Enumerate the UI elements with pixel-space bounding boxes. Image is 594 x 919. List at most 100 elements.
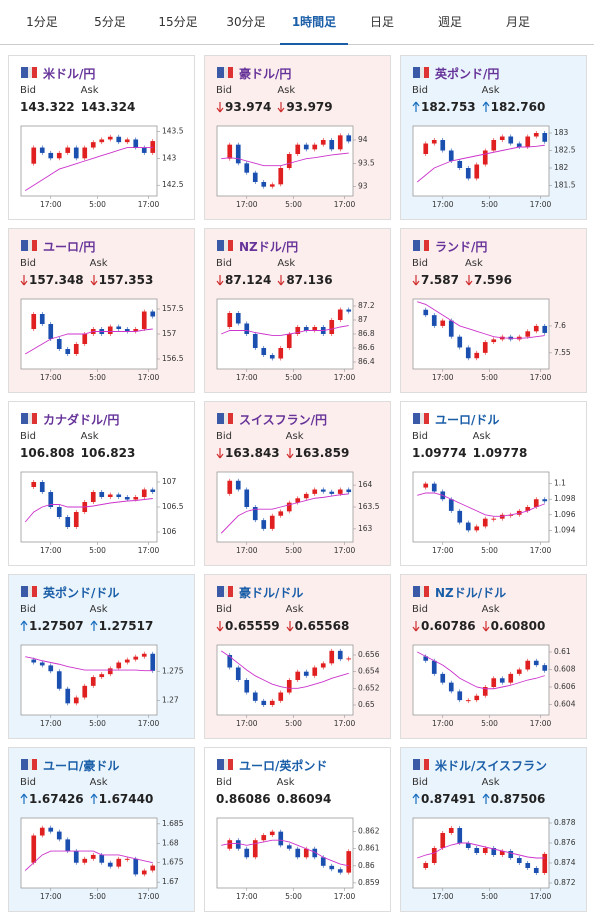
candle bbox=[48, 152, 54, 159]
candle bbox=[269, 184, 275, 187]
candle bbox=[542, 499, 548, 502]
pair-name[interactable]: ランド/円 bbox=[435, 240, 488, 254]
down-arrow bbox=[216, 102, 224, 113]
currency-card[interactable]: カナダドル/円 Bid 106.808 Ask 106.823 106 106.5 107 17… bbox=[8, 401, 195, 566]
pair-name[interactable]: ユーロ/ドル bbox=[435, 413, 500, 427]
bid-label: Bid bbox=[412, 777, 428, 788]
bid-value: 0.87491 bbox=[412, 792, 476, 806]
bid-value: 106.808 bbox=[20, 446, 75, 460]
y-tick-label: 1.275 bbox=[162, 666, 184, 675]
currency-card[interactable]: 豪ドル/ドル Bid 0.65559 Ask 0.65568 0.65 0.652 0.654… bbox=[204, 574, 391, 739]
y-tick-label: 1.096 bbox=[554, 510, 576, 519]
tab[interactable]: 30分足 bbox=[226, 15, 266, 29]
flag-icon bbox=[21, 67, 37, 78]
x-tick-label: 17:00 bbox=[236, 719, 258, 728]
currency-card[interactable]: ランド/円 Bid 7.587 Ask 7.596 7.55 7.6 17:00 5:00 17:… bbox=[400, 228, 587, 393]
pair-name[interactable]: ユーロ/円 bbox=[43, 240, 96, 254]
candle bbox=[431, 848, 437, 863]
mini-chart: 86.4 86.6 86.8 87 87.2 17:00 5:00 17:00 bbox=[216, 298, 375, 382]
y-tick-label: 0.65 bbox=[358, 700, 375, 709]
bid-label: Bid bbox=[216, 85, 232, 96]
candle bbox=[440, 320, 446, 326]
pair-name[interactable]: 米ドル/円 bbox=[43, 67, 96, 81]
bid-label: Bid bbox=[216, 258, 232, 269]
tab[interactable]: 日足 bbox=[369, 15, 394, 29]
tab[interactable]: 週足 bbox=[437, 15, 462, 29]
bid-price: 0.65559 bbox=[225, 619, 280, 633]
candle bbox=[346, 489, 352, 493]
y-tick-label: 183 bbox=[554, 128, 569, 137]
candle bbox=[107, 136, 113, 140]
candle bbox=[346, 135, 352, 142]
y-tick-label: 0.608 bbox=[554, 665, 576, 674]
pair-name[interactable]: スイスフラン/円 bbox=[239, 413, 328, 427]
pair-name[interactable]: NZドル/円 bbox=[239, 240, 299, 254]
tab[interactable]: 月足 bbox=[505, 15, 530, 29]
currency-card[interactable]: 米ドル/円 Bid 143.322 Ask 143.324 142.5 143 143.5 17… bbox=[8, 55, 195, 220]
ask-label: Ask bbox=[277, 258, 296, 269]
currency-card[interactable]: 米ドル/スイスフラン Bid 0.87491 Ask 0.87506 0.872 0.874… bbox=[400, 747, 587, 912]
flag-icon bbox=[217, 67, 233, 78]
currency-card[interactable]: 豪ドル/円 Bid 93.974 Ask 93.979 93 93.5 94 17:00 5:00… bbox=[204, 55, 391, 220]
quotes: Bid 1.27507 Ask 1.27517 bbox=[20, 604, 153, 633]
currency-card[interactable]: スイスフラン/円 Bid 163.843 Ask 163.859 163 163.5 164 1… bbox=[204, 401, 391, 566]
candle bbox=[286, 845, 292, 849]
bid-block: Bid 163.843 bbox=[216, 431, 280, 460]
bid-block: Bid 0.87491 bbox=[412, 777, 476, 806]
tab[interactable]: 15分足 bbox=[158, 15, 198, 29]
currency-card[interactable]: ユーロ/ドル Bid 1.09774 Ask 1.09778 1.094 1.096 1.09… bbox=[400, 401, 587, 566]
candle bbox=[337, 869, 343, 873]
candle bbox=[65, 839, 71, 852]
tab[interactable]: 5分足 bbox=[94, 15, 126, 29]
x-tick-label: 17:00 bbox=[432, 719, 454, 728]
currency-card[interactable]: ユーロ/英ポンド Bid 0.86086 Ask 0.86094 0.859 0.86 0.8… bbox=[204, 747, 391, 912]
currency-card[interactable]: NZドル/ドル Bid 0.60786 Ask 0.60800 0.604 0.606 0.6… bbox=[400, 574, 587, 739]
pair-name[interactable]: 豪ドル/ドル bbox=[239, 586, 304, 600]
pair-name[interactable]: 豪ドル/円 bbox=[239, 67, 292, 81]
arrow-shape bbox=[90, 620, 98, 631]
y-tick-label: 7.6 bbox=[554, 321, 566, 330]
candle bbox=[499, 136, 505, 140]
candle bbox=[31, 482, 37, 487]
candle bbox=[90, 492, 96, 502]
flag-icon bbox=[413, 586, 429, 597]
currency-card[interactable]: ユーロ/円 Bid 157.348 Ask 157.353 156.5 157 157.5 17… bbox=[8, 228, 195, 393]
currency-card[interactable]: NZドル/円 Bid 87.124 Ask 87.136 86.4 86.6 86.8 87 87… bbox=[204, 228, 391, 393]
tab[interactable]: 1分足 bbox=[26, 15, 58, 29]
currency-card[interactable]: 英ポンド/ドル Bid 1.27507 Ask 1.27517 1.27 1.275 17:0… bbox=[8, 574, 195, 739]
ask-value: 0.65568 bbox=[286, 619, 349, 633]
candle bbox=[116, 858, 122, 867]
candle bbox=[235, 480, 241, 490]
ask-value: 163.859 bbox=[286, 446, 350, 460]
y-tick-label: 163 bbox=[358, 524, 373, 533]
candle bbox=[227, 655, 233, 668]
currency-card[interactable]: 英ポンド/円 Bid 182.753 Ask 182.760 181.5 182 182.5 1… bbox=[400, 55, 587, 220]
candle bbox=[65, 688, 71, 704]
candle bbox=[448, 828, 454, 833]
bid-value: 7.587 bbox=[412, 273, 459, 287]
currency-card[interactable]: ユーロ/豪ドル Bid 1.67426 Ask 1.67440 1.67 1.675 1.68… bbox=[8, 747, 195, 912]
pair-name[interactable]: ユーロ/豪ドル bbox=[43, 759, 120, 773]
plot-area bbox=[216, 817, 354, 889]
arrow-shape bbox=[482, 621, 490, 632]
moving-average bbox=[25, 328, 153, 355]
y-tick-label: 143 bbox=[162, 153, 177, 162]
bid-price: 1.27507 bbox=[29, 619, 84, 633]
candle bbox=[82, 147, 88, 159]
pair-name[interactable]: カナダドル/円 bbox=[43, 413, 120, 427]
y-tick-label: 157.5 bbox=[162, 304, 184, 313]
bid-label: Bid bbox=[412, 258, 428, 269]
ask-price: 163.859 bbox=[294, 446, 350, 460]
flag-icon bbox=[21, 759, 37, 770]
x-tick-label: 5:00 bbox=[481, 373, 498, 382]
quotes: Bid 87.124 Ask 87.136 bbox=[216, 258, 333, 287]
pair-name[interactable]: 米ドル/スイスフラン bbox=[435, 759, 548, 773]
tab[interactable]: 1時間足 bbox=[280, 0, 348, 45]
up-arrow bbox=[412, 793, 420, 804]
pair-name[interactable]: 英ポンド/円 bbox=[435, 67, 500, 81]
pair-name[interactable]: ユーロ/英ポンド bbox=[239, 759, 328, 773]
pair-name[interactable]: NZドル/ドル bbox=[435, 586, 507, 600]
candle bbox=[431, 483, 437, 492]
candle bbox=[244, 680, 250, 693]
pair-name[interactable]: 英ポンド/ドル bbox=[43, 586, 120, 600]
